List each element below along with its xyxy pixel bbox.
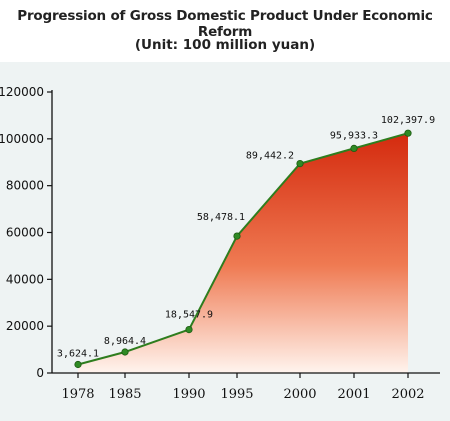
data-label: 95,933.3 — [330, 130, 378, 141]
data-label: 18,547.9 — [165, 310, 213, 321]
data-label: 89,442.2 — [246, 151, 294, 162]
x-tick-label: 2000 — [283, 387, 316, 402]
data-point — [233, 232, 241, 240]
y-tick-label: 0 — [36, 366, 44, 380]
data-point — [404, 129, 412, 137]
data-point — [74, 360, 82, 369]
data-label: 3,624.1 — [57, 349, 99, 360]
data-point — [296, 160, 304, 168]
y-tick-label: 120000 — [0, 85, 44, 99]
y-tick-label: 80000 — [6, 179, 44, 193]
y-tick-label: 100000 — [0, 132, 44, 146]
x-tick-label: 1990 — [172, 387, 205, 402]
y-tick-label: 20000 — [6, 319, 44, 333]
x-tick-label: 2001 — [337, 387, 370, 402]
y-tick-label: 40000 — [6, 272, 44, 286]
gdp-area-fill — [78, 133, 408, 373]
x-tick-label: 1995 — [220, 387, 253, 402]
x-tick-label: 1978 — [61, 387, 94, 402]
x-tick-label: 2002 — [391, 387, 424, 402]
x-tick-label: 1985 — [108, 387, 141, 402]
data-point — [185, 325, 193, 334]
data-label: 8,964.4 — [104, 336, 146, 347]
chart-subtitle: (Unit: 100 million yuan) — [134, 37, 316, 53]
data-point — [350, 144, 358, 152]
y-tick-label: 60000 — [6, 226, 44, 240]
data-point — [121, 348, 129, 356]
data-label: 102,397.9 — [381, 115, 435, 126]
chart-title: Progression of Gross Domestic Product Un… — [17, 8, 433, 40]
data-label: 58,478.1 — [197, 212, 245, 223]
